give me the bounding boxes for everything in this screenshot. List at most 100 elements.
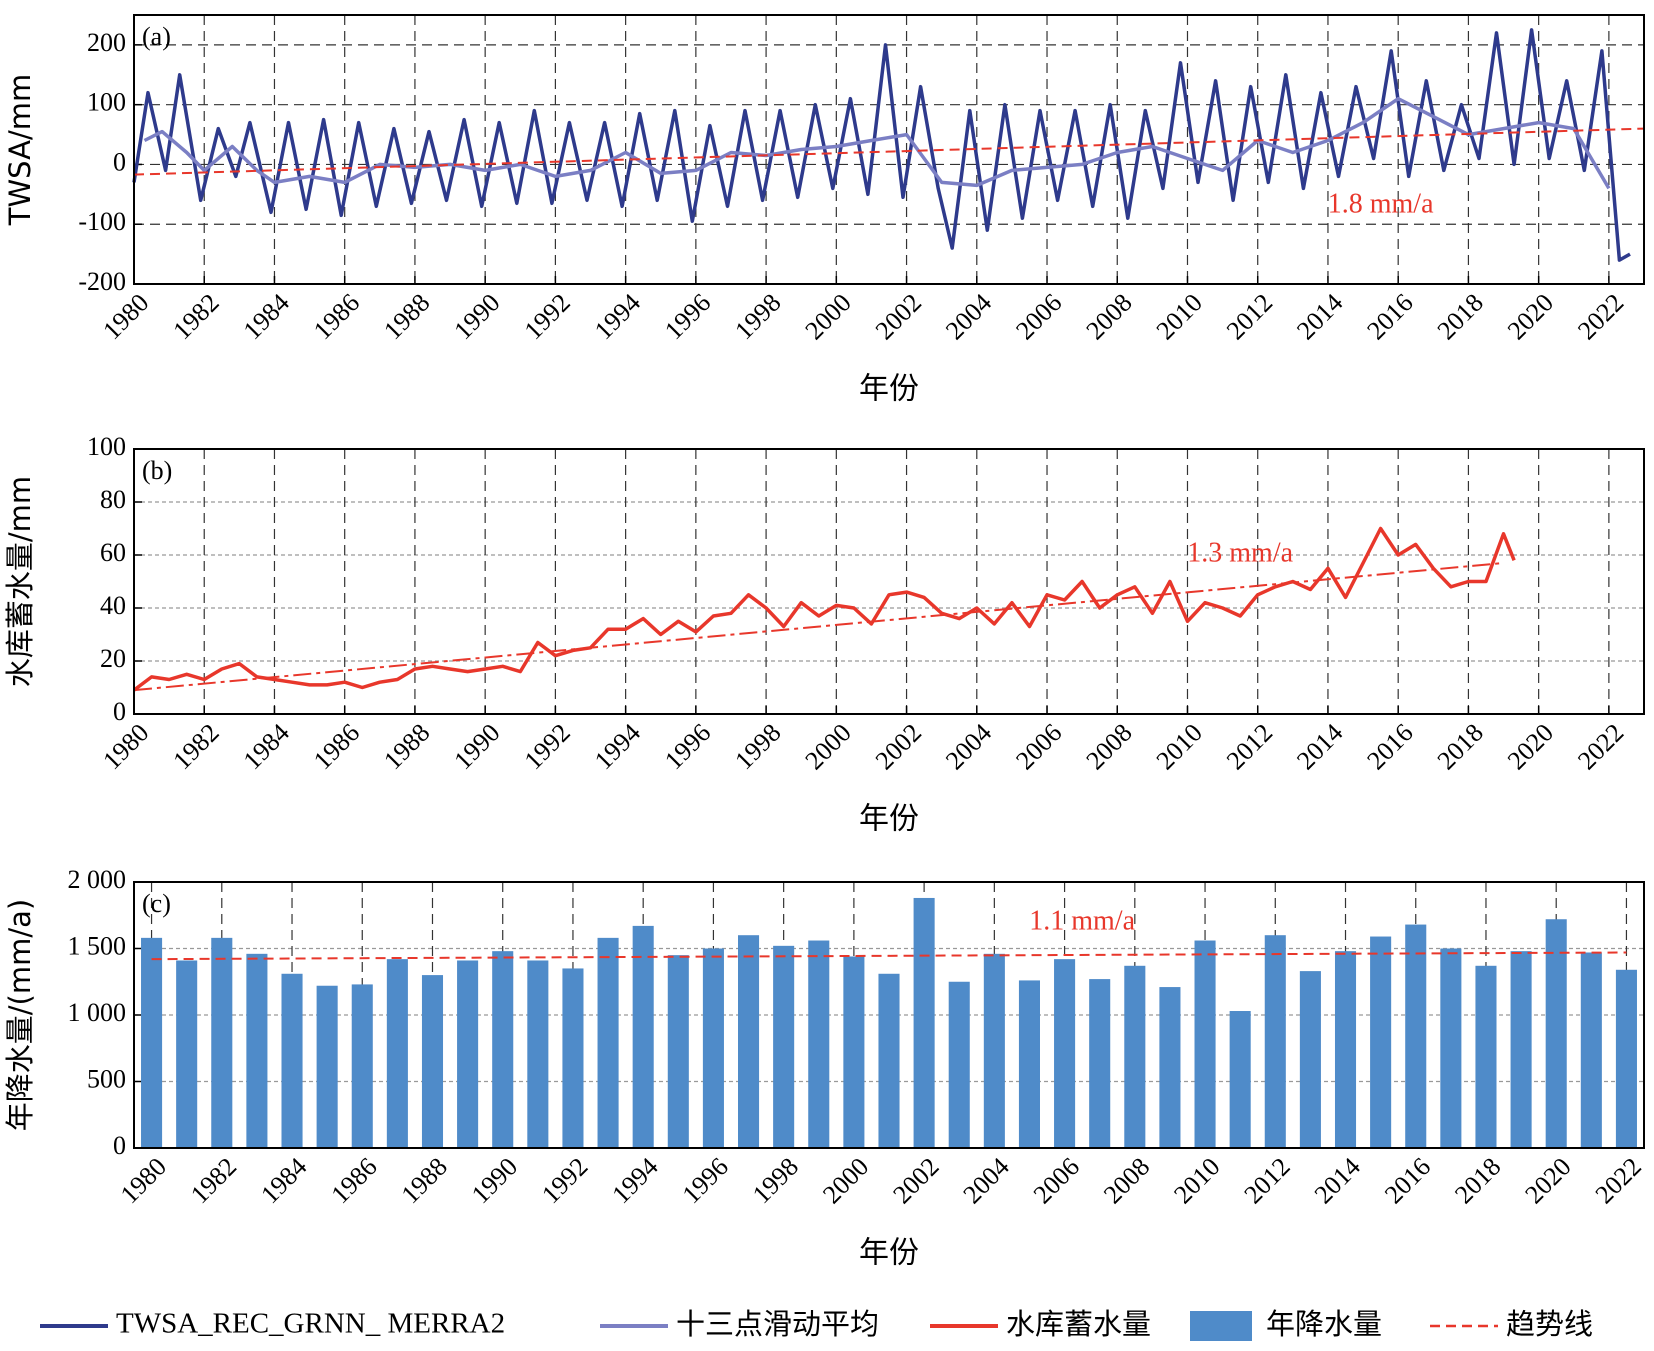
x-tick-label: 2010 (1151, 288, 1208, 345)
x-tick-label: 2016 (1361, 288, 1418, 345)
panel: 0 20 40 60 80 100 1980 1982 1984 1986 1988 1990 1992… (3, 432, 1645, 837)
x-tick-label: 2022 (1572, 288, 1629, 345)
trend-line (133, 127, 1645, 176)
y-tick-label: 20 (100, 644, 126, 673)
bar (1089, 979, 1111, 1148)
x-tick-label: 1990 (448, 288, 505, 345)
x-tick-label: 2010 (1168, 1152, 1225, 1209)
x-tick-label: 1996 (659, 718, 716, 775)
bar (1580, 952, 1602, 1148)
bar (773, 945, 795, 1148)
bar (983, 953, 1005, 1148)
x-tick-label: 1994 (589, 288, 646, 345)
panel-label: (c) (142, 889, 171, 918)
bar (843, 956, 865, 1148)
bar (1229, 1011, 1251, 1148)
x-tick-label: 2022 (1572, 718, 1629, 775)
x-tick-label: 2014 (1291, 718, 1348, 775)
x-tick-label: 2012 (1221, 718, 1278, 775)
x-tick-label: 2000 (800, 718, 857, 775)
bar (913, 897, 935, 1148)
y-axis-label: TWSA/mm (3, 74, 37, 226)
x-tick-label: 1982 (167, 288, 224, 345)
x-tick-label: 2020 (1502, 718, 1559, 775)
x-tick-label: 2002 (887, 1152, 944, 1209)
bar (1370, 936, 1392, 1148)
x-tick-label: 1992 (519, 718, 576, 775)
bar (351, 984, 373, 1148)
bar (1054, 959, 1076, 1148)
bar (702, 948, 724, 1148)
x-tick-label: 1990 (466, 1152, 523, 1209)
bar (457, 960, 479, 1148)
x-tick-label: 2018 (1432, 288, 1489, 345)
x-tick-label: 2012 (1221, 288, 1278, 345)
x-tick-label: 2006 (1010, 288, 1067, 345)
x-tick-label: 2002 (870, 288, 927, 345)
bar (632, 925, 654, 1148)
bar (597, 937, 619, 1148)
x-tick-label: 2016 (1379, 1152, 1436, 1209)
x-tick-label: 2010 (1151, 718, 1208, 775)
y-tick-label: 500 (87, 1064, 126, 1093)
x-tick-label: 1996 (677, 1152, 734, 1209)
y-tick-label: 60 (100, 538, 126, 567)
x-tick-label: 1980 (97, 718, 154, 775)
x-tick-label: 2018 (1432, 718, 1489, 775)
bar (1510, 951, 1532, 1148)
x-tick-label: 1988 (378, 288, 435, 345)
x-axis-label: 年份 (859, 802, 919, 837)
y-tick-label: 40 (100, 591, 126, 620)
x-tick-label: 1998 (729, 288, 786, 345)
legend-label: 趋势线 (1506, 1307, 1593, 1341)
y-tick-label: 1 000 (68, 998, 127, 1027)
y-tick-label: 0 (113, 147, 126, 176)
legend-swatch (1190, 1311, 1252, 1341)
x-tick-label: 1982 (185, 1152, 242, 1209)
legend-label: 年降水量 (1266, 1307, 1382, 1341)
x-tick-label: 2008 (1080, 718, 1137, 775)
x-tick-label: 2002 (870, 718, 927, 775)
bar (1405, 924, 1427, 1148)
x-tick-label: 2008 (1098, 1152, 1155, 1209)
x-tick-label: 2018 (1449, 1152, 1506, 1209)
x-tick-label: 1992 (536, 1152, 593, 1209)
data-line (132, 526, 1516, 692)
bar (1440, 948, 1462, 1148)
bar (878, 973, 900, 1148)
bar (246, 953, 268, 1148)
plot-frame (133, 448, 1645, 715)
bar (1334, 951, 1357, 1148)
bar (386, 959, 408, 1148)
bar (562, 968, 584, 1148)
x-tick-label: 1980 (97, 288, 154, 345)
x-tick-label: 1998 (747, 1152, 804, 1209)
bar (808, 940, 830, 1148)
bar (176, 960, 198, 1148)
legend-label: TWSA_REC_GRNN_ MERRA2 (116, 1308, 505, 1340)
bar (1475, 965, 1497, 1148)
annotation: 1.3 mm/a (1187, 537, 1293, 568)
bar (1159, 987, 1181, 1148)
data-line (132, 28, 1631, 262)
x-tick-label: 1984 (238, 288, 295, 345)
plot-frame (133, 14, 1645, 285)
bar (316, 985, 338, 1148)
legend-label: 十三点滑动平均 (676, 1307, 879, 1341)
bar (1124, 965, 1146, 1148)
y-axis-label: 水库蓄水量/mm (3, 476, 37, 687)
bar (421, 975, 444, 1148)
x-tick-label: 1992 (519, 288, 576, 345)
y-tick-label: 1 500 (68, 931, 127, 960)
x-tick-label: 2016 (1361, 718, 1418, 775)
bar (141, 937, 163, 1148)
bar (1264, 935, 1286, 1148)
x-tick-label: 2014 (1309, 1152, 1366, 1209)
y-axis-label: 年降水量/(mm/a) (3, 899, 37, 1131)
x-tick-label: 1994 (606, 1152, 663, 1209)
panel-label: (a) (142, 22, 171, 51)
bar (1615, 969, 1637, 1148)
x-tick-label: 1994 (589, 718, 646, 775)
x-tick-label: 1988 (396, 1152, 453, 1209)
